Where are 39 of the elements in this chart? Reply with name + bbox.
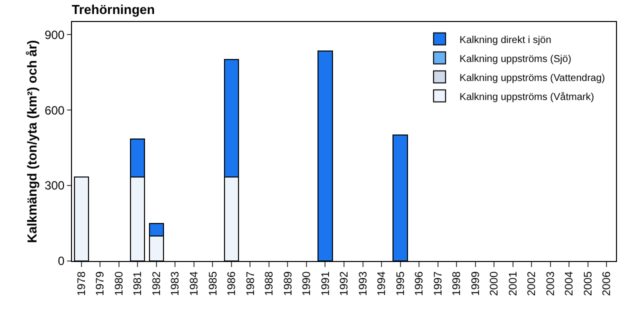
legend-label: Kalkning uppströms (Vattendrag) [460,72,606,84]
x-tick-label: 1986 [226,271,238,296]
x-tick-label: 1990 [301,271,314,296]
x-tick-label: 1978 [76,271,88,296]
legend-label: Kalkning uppströms (Sjö) [460,54,572,65]
x-tick-label: 1998 [451,271,464,296]
x-tick-label: 2005 [582,271,594,296]
x-tick-label: 1980 [113,271,126,296]
x-tick-label: 2003 [544,271,557,296]
x-tick-label: 1979 [94,271,107,296]
x-tick-label: 1994 [376,271,388,296]
x-tick-label: 2006 [601,271,614,296]
x-tick-label: 1987 [244,271,257,296]
x-tick-label: 1985 [207,271,220,296]
x-tick-label: 2002 [526,271,538,296]
x-tick-label: 1993 [357,271,370,296]
y-tick-label: 900 [44,28,65,42]
y-tick-label: 600 [44,103,65,118]
x-tick-label: 1995 [394,271,407,296]
x-tick-label: 1988 [264,271,276,296]
x-tick-label: 1989 [282,271,294,296]
x-tick-label: 2000 [488,271,501,296]
x-tick-label: 2001 [507,271,520,296]
legend-label: Kalkning direkt i sjön [460,34,552,46]
x-tick-label: 1996 [414,271,426,296]
chart-title: Trehörningen [72,2,155,17]
y-tick-label: 300 [44,178,65,193]
x-tick-label: 1997 [432,271,444,296]
x-tick-label: 1991 [320,271,332,296]
x-tick-label: 1981 [132,271,144,296]
x-tick-label: 1984 [188,271,201,296]
x-tick-label: 2004 [564,271,576,296]
legend-label: Kalkning uppströms (Våtmark) [460,90,594,103]
x-tick-label: 1992 [338,271,351,296]
x-tick-label: 1982 [150,271,163,296]
y-axis-title: Kalkmängd (ton/yta (km²) och år) [24,40,40,243]
x-tick-label: 1999 [470,271,482,296]
y-tick-label: 0 [58,254,65,268]
x-tick-label: 1983 [170,271,182,296]
